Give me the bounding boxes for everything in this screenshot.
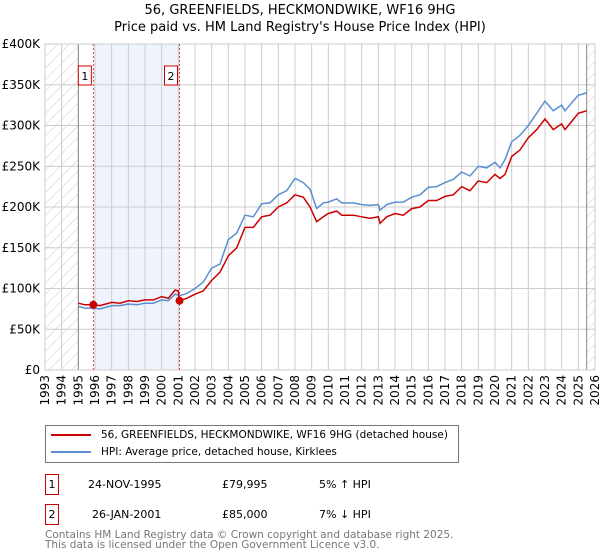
hpi-series-line [78,92,587,310]
x-tick-label: 2010 [321,375,335,406]
x-tick-label: 2001 [171,375,185,406]
x-tick-label: 2000 [155,375,169,406]
property-series-line [78,110,587,307]
legend-line-red [51,434,91,436]
line-chart: 1993 1994 1995 1996 1997 1998 1999 2000 2001 2002… [2,37,600,406]
footer-line-2: This data is licensed under the Open Gov… [45,539,380,551]
transaction-price: £85,000 [222,508,268,521]
x-tick-label: 2008 [288,375,302,406]
x-tick-label: 1995 [71,375,85,406]
x-tick-label: 1997 [105,375,119,406]
y-tick-label: £400K [2,37,42,51]
x-tick-label: 1996 [88,375,102,406]
plot-border [44,43,596,371]
x-tick-label: 2017 [438,375,452,406]
x-tick-label: 2021 [505,375,519,406]
x-tick-label: 2020 [488,375,502,406]
legend-label-hpi: HPI: Average price, detached house, Kirk… [101,446,337,458]
y-tick-label: £200K [2,200,42,214]
x-tick-label: 2005 [238,375,252,406]
x-tick-label: 2015 [405,375,419,406]
sale-point [89,300,98,309]
transaction-date: 24-NOV-1995 [88,478,162,491]
transaction-badge: 1 [45,474,59,495]
chart-subtitle: Price paid vs. HM Land Registry's House … [114,20,486,35]
transaction-date: 26-JAN-2001 [92,508,162,521]
y-tick-label: £50K [9,322,41,336]
x-tick-label: 1993 [38,375,52,406]
legend-item-property: 56, GREENFIELDS, HECKMONDWIKE, WF16 9HG … [51,429,448,441]
chart-title: 56, GREENFIELDS, HECKMONDWIKE, WF16 9HG [144,3,456,18]
legend-label-property: 56, GREENFIELDS, HECKMONDWIKE, WF16 9HG … [101,429,448,441]
x-tick-label: 2012 [355,375,369,406]
x-tick-label: 2019 [471,375,485,406]
x-tick-label: 2023 [538,375,552,406]
x-tick-label: 2022 [521,375,535,406]
x-tick-label: 2025 [571,375,585,406]
y-tick-label: £150K [2,241,42,255]
sale-label-box [77,65,92,86]
x-tick-label: 2013 [371,375,385,406]
transaction-row: 2 26-JAN-2001 £85,000 7% ↓ HPI [45,504,371,525]
x-tick-label: 2011 [338,375,352,406]
x-tick-label: 2004 [221,375,235,406]
y-tick-label: £350K [2,78,42,92]
sale-point [175,296,184,305]
x-tick-label: 2016 [421,375,435,406]
footer-line-1: Contains HM Land Registry data © Crown c… [45,529,454,541]
x-tick-label: 2026 [588,375,600,406]
x-tick-label: 2024 [555,375,569,406]
legend-item-hpi: HPI: Average price, detached house, Kirk… [51,446,337,458]
footer-attribution: Contains HM Land Registry data © Crown c… [45,529,454,551]
sale-label: 2 [168,70,175,83]
x-tick-label: 1994 [55,375,69,406]
sale-label: 1 [81,70,88,83]
transaction-row: 1 24-NOV-1995 £79,995 5% ↑ HPI [45,474,371,495]
x-tick-label: 2014 [388,375,402,406]
transaction-badge: 2 [45,504,59,525]
legend-line-blue [51,451,91,453]
x-tick-label: 2007 [271,375,285,406]
transaction-hpi-diff: 5% ↑ HPI [319,478,371,491]
y-tick-label: £250K [2,159,42,173]
x-tick-label: 2003 [205,375,219,406]
chart-legend: 56, GREENFIELDS, HECKMONDWIKE, WF16 9HG … [45,425,459,463]
transaction-price: £79,995 [222,478,268,491]
y-tick-label: £300K [2,119,42,133]
x-tick-label: 2018 [455,375,469,406]
sale-label-box [164,65,178,86]
x-tick-label: 1999 [138,375,152,406]
y-tick-label: £100K [2,282,42,296]
transaction-hpi-diff: 7% ↓ HPI [319,508,371,521]
y-tick-label: £0 [25,363,40,377]
x-tick-label: 2002 [188,375,202,406]
x-tick-label: 2006 [255,375,269,406]
x-tick-label: 1998 [121,375,135,406]
x-tick-label: 2009 [305,375,319,406]
